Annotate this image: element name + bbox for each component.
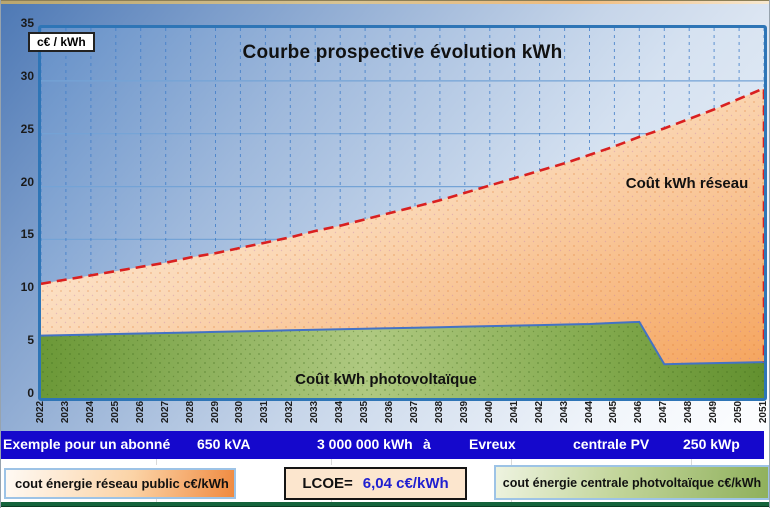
banner-segment-kwh: 3 000 000 kWh [317,436,413,452]
chart-canvas [1,4,769,431]
cell-border [691,459,692,465]
cell-border [156,459,157,465]
banner-segment-kva: 650 kVA [197,436,251,452]
x-tick-label: 2040 [483,400,495,424]
legend-reseau-cell[interactable]: cout énergie réseau public c€/kWh [4,468,236,499]
x-tick-label: 2023 [59,400,71,424]
x-tick-label: 2034 [334,400,346,424]
x-tick-label: 2047 [658,400,670,424]
cell-border [331,459,332,465]
x-tick-label: 2039 [458,400,470,424]
lcoe-value: 6,04 c€/kWh [362,475,449,492]
y-axis-unit-label: c€ / kWh [28,32,95,52]
area-label-photovoltaique: Coût kWh photovoltaïque [295,371,477,388]
y-tick-label: 20 [20,174,34,189]
x-tick-label: 2032 [284,400,296,424]
y-tick-label: 15 [20,227,34,242]
x-tick-label: 2048 [683,400,695,424]
y-tick-label: 35 [20,16,34,30]
x-tick-label: 2027 [159,400,171,424]
x-tick-label: 2026 [134,400,146,424]
plot-area [38,25,767,401]
lcoe-label: LCOE= [302,475,353,492]
x-tick-label: 2033 [309,400,321,424]
x-tick-label: 2028 [184,400,196,424]
x-tick-label: 2035 [359,400,371,424]
y-tick-label: 5 [27,333,34,348]
banner-segment-centrale: centrale PV [573,436,650,452]
banner-segment-kwp: 250 kWp [683,436,740,452]
x-tick-label: 2045 [608,400,620,424]
x-tick-label: 2022 [35,400,46,424]
legend-pv-cell[interactable]: cout énergie centrale photvoltaïque c€/k… [494,465,769,500]
x-tick-label: 2025 [109,400,121,424]
cell-border [331,499,332,502]
lcoe-cell[interactable]: LCOE= 6,04 c€/kWh [284,467,467,500]
y-tick-label: 10 [20,280,34,295]
x-tick-label: 2042 [533,400,545,424]
cell-border [511,499,512,502]
legend-reseau-label: cout énergie réseau public c€/kWh [15,476,229,491]
banner-segment-a: à [423,436,431,452]
y-tick-label: 0 [27,386,34,400]
plot-series-svg [41,28,764,398]
x-tick-label: 2044 [583,400,595,424]
x-tick-label: 2051 [758,400,769,424]
banner-segment-ville: Evreux [469,436,516,452]
x-tick-label: 2024 [84,400,96,424]
legend-pv-label: cout énergie centrale photvoltaïque c€/k… [502,475,762,490]
chart-title: Courbe prospective évolution kWh [242,42,563,63]
x-tick-label: 2041 [508,400,520,424]
banner-segment-abonne: Exemple pour un abonné [3,436,171,452]
x-tick-label: 2030 [234,400,246,424]
x-tick-label: 2043 [558,400,570,424]
pv-boundary-line [41,320,764,366]
x-tick-label: 2038 [433,400,445,424]
reseau-boundary-line [41,86,764,363]
cell-border [511,459,512,465]
window-top-edge [1,0,769,4]
x-tick-label: 2036 [384,400,395,424]
x-tick-label: 2029 [209,400,221,424]
example-banner[interactable]: Exemple pour un abonné 650 kVA 3 000 000… [1,431,764,460]
x-tick-label: 2050 [733,400,745,424]
window-bottom-edge [1,502,769,507]
x-tick-label: 2037 [409,400,420,424]
cell-border [156,499,157,502]
x-tick-label: 2031 [259,400,271,424]
y-tick-label: 25 [20,121,34,136]
x-tick-label: 2046 [633,400,645,424]
y-tick-label: 30 [20,68,34,83]
x-tick-label: 2049 [708,400,720,424]
area-label-reseau: Coût kWh réseau [625,175,749,192]
